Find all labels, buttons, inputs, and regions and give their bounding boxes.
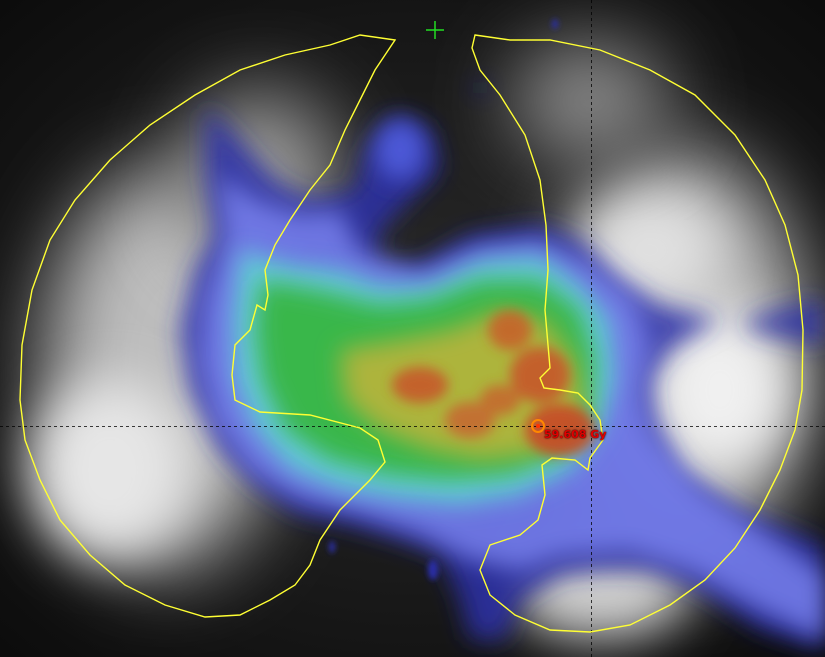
lung-contours[interactable] (19, 34, 804, 633)
crosshair-cursor-icon (426, 21, 444, 39)
dose-probe-marker-icon[interactable] (531, 419, 545, 433)
right-lung-contour[interactable] (471, 34, 804, 633)
dose-readout: 59.608 Gy (544, 428, 607, 441)
dose-wash (180, 19, 825, 650)
left-lung-contour[interactable] (19, 34, 397, 618)
